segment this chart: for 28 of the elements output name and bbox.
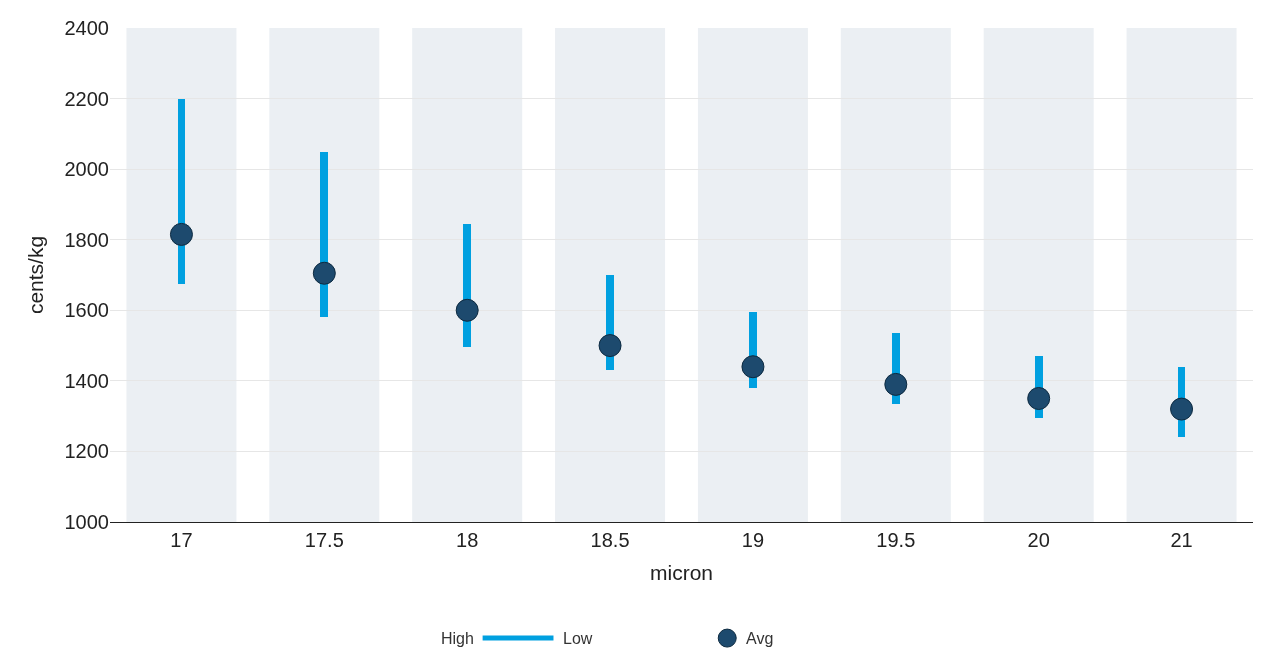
point bbox=[455, 298, 479, 322]
x-tick-label: 20 bbox=[1027, 529, 1050, 551]
point bbox=[1170, 397, 1194, 421]
y-axis-title: cents/kg bbox=[23, 235, 47, 315]
y-tick-label: 1000 bbox=[64, 511, 109, 533]
legend-label: Avg bbox=[746, 630, 774, 647]
x-tick-label: 18.5 bbox=[590, 529, 630, 551]
y-tick-label: 1600 bbox=[64, 299, 109, 322]
x-tick-label: 17.5 bbox=[304, 529, 344, 551]
y-tick-label: 1400 bbox=[64, 369, 109, 392]
x-axis-title: micron bbox=[649, 561, 714, 585]
x-tick-label: 21 bbox=[1170, 529, 1193, 551]
x-tick-label: 18 bbox=[456, 529, 479, 551]
point bbox=[169, 222, 193, 246]
text: High Low bbox=[441, 630, 593, 647]
y-tick-label: 1200 bbox=[64, 440, 109, 463]
y-tick-label: 2200 bbox=[64, 87, 109, 110]
x-tick-label: 19 bbox=[741, 529, 765, 551]
y-tick-label: 2000 bbox=[64, 158, 109, 181]
point bbox=[312, 261, 336, 285]
point bbox=[884, 372, 908, 396]
point bbox=[598, 334, 622, 358]
y-tick-label: 2400 bbox=[64, 17, 109, 39]
x-tick-label: 19.5 bbox=[876, 529, 916, 551]
point bbox=[741, 355, 765, 379]
x-tick-label: 17 bbox=[170, 529, 193, 551]
point bbox=[1027, 387, 1051, 410]
y-tick-label: 1800 bbox=[64, 228, 109, 251]
